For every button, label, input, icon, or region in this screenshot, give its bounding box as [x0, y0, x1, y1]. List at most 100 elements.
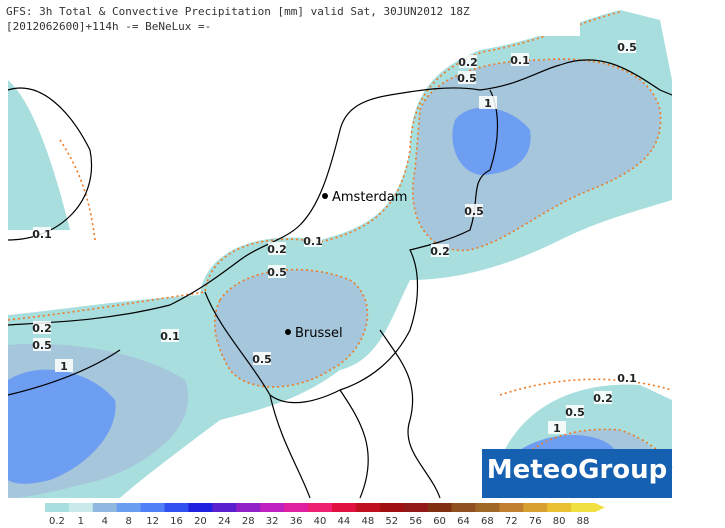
legend-label: 36: [290, 516, 303, 527]
contour-label: 0.5: [32, 339, 52, 352]
contour-label-bg: [33, 227, 51, 240]
contour-label: 0.5: [617, 41, 637, 54]
contour-label-bg: [618, 371, 636, 384]
contour-label-bg: [268, 265, 286, 278]
legend-swatch: [164, 503, 189, 512]
city-marker: [322, 193, 328, 199]
legend-swatch: [92, 503, 118, 512]
contour-label: 1: [553, 422, 561, 435]
contour-label-bg: [594, 391, 612, 404]
legend-swatch: [188, 503, 213, 512]
contour-label: 0.2: [32, 322, 52, 335]
legend-label: 88: [577, 516, 590, 527]
legend-label: 56: [409, 516, 422, 527]
legend-label: 12: [146, 516, 159, 527]
legend-swatch: [140, 503, 166, 512]
contour-label: 0.1: [617, 372, 637, 385]
legend-label: 52: [385, 516, 398, 527]
legend-swatch: [260, 503, 285, 512]
contour-label: 0.5: [267, 266, 287, 279]
logo-box: [482, 449, 672, 498]
legend-label: 32: [266, 516, 279, 527]
legend-swatch: [68, 503, 94, 512]
legend-swatch: [571, 503, 596, 512]
legend-swatch: [331, 503, 357, 512]
contour-label-bg: [618, 40, 636, 53]
legend-label: 64: [457, 516, 470, 527]
header-box: [0, 0, 580, 36]
legend-swatch: [355, 503, 381, 512]
contour-label: 0.2: [458, 56, 478, 69]
legend-label: 44: [338, 516, 351, 527]
city-label: Amsterdam: [332, 190, 407, 205]
contour-label-bg: [465, 204, 483, 217]
contour-label: 0.5: [252, 353, 272, 366]
legend-swatch: [308, 503, 333, 512]
contour-label: 0.5: [565, 406, 585, 419]
contour-label-bg: [431, 244, 449, 257]
legend-label: 68: [481, 516, 494, 527]
legend-swatch: [403, 503, 429, 512]
legend-swatch: [236, 503, 261, 512]
legend-label: 1: [78, 516, 84, 527]
legend-label: 20: [194, 516, 207, 527]
contour-label: 0.5: [464, 205, 484, 218]
legend-swatch: [475, 503, 500, 512]
legend-label: 60: [433, 516, 446, 527]
contour-label-bg: [479, 96, 497, 109]
legend-label: 8: [126, 516, 132, 527]
contour-label-bg: [55, 359, 73, 372]
contour-label: 0.5: [457, 72, 477, 85]
legend-label: 24: [218, 516, 231, 527]
city-label: Brussel: [295, 326, 343, 341]
contour-label-bg: [268, 242, 286, 255]
contour-label-bg: [304, 234, 322, 247]
contour-label: 0.2: [593, 392, 613, 405]
contour-label: 0.2: [430, 245, 450, 258]
legend-swatch: [212, 503, 237, 512]
contour-label-bg: [161, 329, 179, 342]
legend-arrow: [595, 503, 605, 512]
legend-swatch: [451, 503, 476, 512]
legend-label: 72: [505, 516, 518, 527]
labels: 0.1 0.5 0.2 0.5 1 0.5 0.1 0.1 0.2 0.2 0.5 0.2 0.1 0.5…: [32, 40, 637, 435]
contour-label-bg: [458, 71, 476, 84]
contour-label-bg: [566, 405, 584, 418]
legend-swatch: [379, 503, 405, 512]
legend-label: 40: [314, 516, 327, 527]
contour-label: 1: [60, 360, 68, 373]
legend-label: 80: [553, 516, 566, 527]
legend-label: 28: [242, 516, 255, 527]
legend-swatch: [116, 503, 142, 512]
contour-label: 0.2: [267, 243, 287, 256]
contour-label: 1: [484, 97, 492, 110]
contour-label-bg: [253, 352, 271, 365]
city-marker: [285, 329, 291, 335]
legend-swatch: [547, 503, 572, 512]
contour-label-bg: [511, 53, 529, 66]
legend-swatch: [284, 503, 309, 512]
legend-swatch: [523, 503, 548, 512]
contour-label: 0.1: [303, 235, 323, 248]
legend: 0.2 1 4 8 12 16 20 24 28 32 36 40 44 48 52 56 60 64 68 72 76…: [45, 503, 605, 527]
legend-label: 16: [170, 516, 183, 527]
contour-label: 0.1: [160, 330, 180, 343]
legend-label: 0.2: [49, 516, 65, 527]
contour-label-bg: [33, 321, 51, 334]
legend-swatch: [427, 503, 453, 512]
legend-label: 48: [361, 516, 374, 527]
contour-label-bg: [459, 55, 477, 68]
contour-label: 0.1: [32, 228, 52, 241]
precip-field: [8, 10, 672, 498]
logo: MeteoGroup: [487, 455, 668, 485]
legend-swatch: [499, 503, 524, 512]
legend-label: 76: [529, 516, 542, 527]
legend-label: 4: [102, 516, 108, 527]
subtitle: [2012062600]+114h -= BeNeLux =-: [6, 20, 211, 33]
legend-swatch: [45, 503, 70, 512]
title: GFS: 3h Total & Convective Precipitation…: [6, 5, 470, 18]
contour-label-bg: [548, 421, 566, 434]
contour-label-bg: [33, 338, 51, 351]
contour-label: 0.1: [510, 54, 530, 67]
